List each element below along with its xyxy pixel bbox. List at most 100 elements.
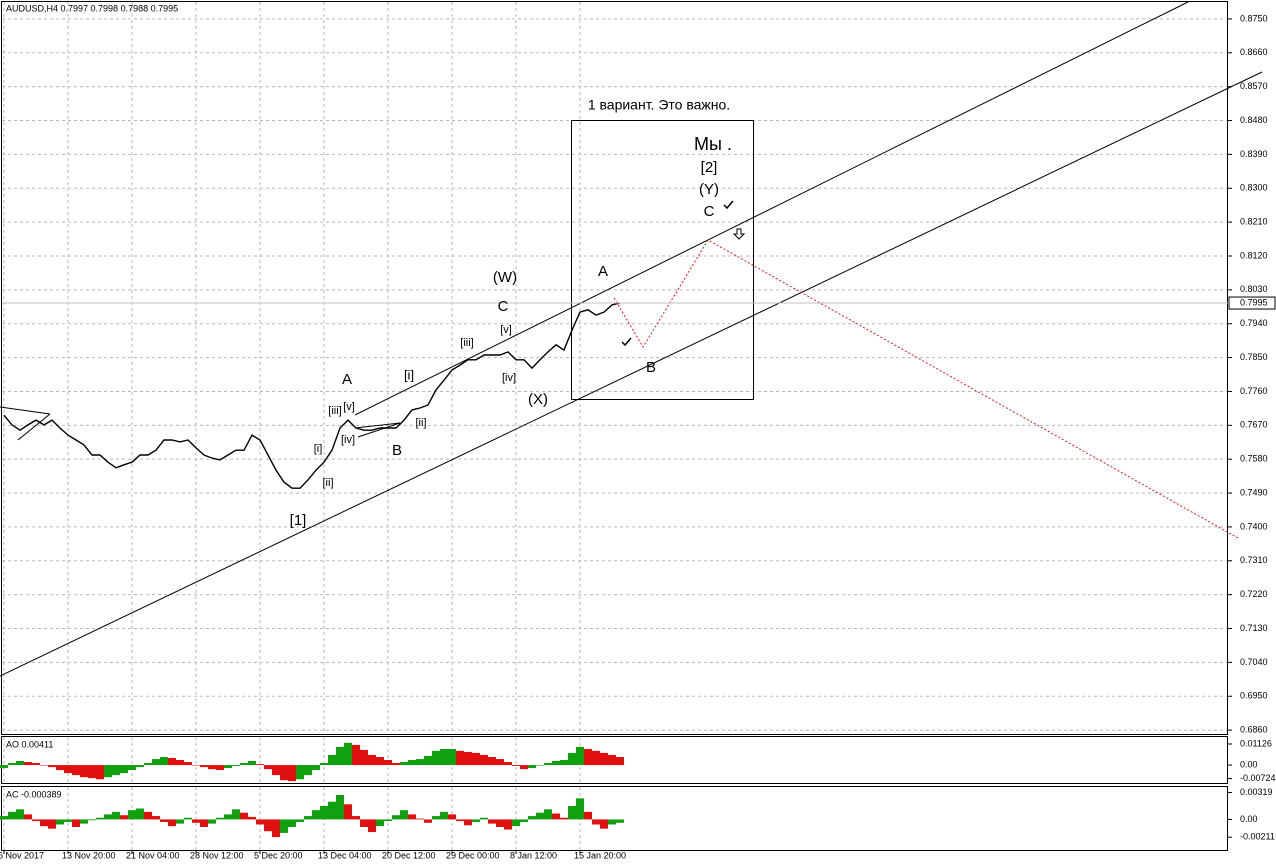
histogram-bar xyxy=(536,765,544,766)
wave-label: [2] xyxy=(701,159,718,176)
y-tick-label: 0.7040 xyxy=(1240,657,1268,667)
histogram-bar xyxy=(400,810,408,820)
y-tick-label: 0.8570 xyxy=(1240,81,1268,91)
histogram-bar xyxy=(272,819,280,838)
histogram-bar xyxy=(184,817,192,820)
histogram-bar xyxy=(320,805,328,820)
histogram-bar xyxy=(8,811,16,820)
x-tick-label: 13 Nov 20:00 xyxy=(62,850,116,860)
histogram-bar xyxy=(240,762,248,766)
histogram-bar xyxy=(8,762,16,766)
histogram-bar xyxy=(288,765,296,782)
histogram-bar xyxy=(80,765,88,778)
histogram-bar xyxy=(360,819,368,828)
wave-label: (W) xyxy=(493,269,517,286)
x-tick-label: 5 Dec 20:00 xyxy=(254,850,303,860)
channel-lower-line xyxy=(0,71,1263,677)
wave-label: C xyxy=(704,203,715,220)
histogram-bar xyxy=(336,795,344,820)
y-tick-label: 0.7580 xyxy=(1240,454,1268,464)
histogram-bar xyxy=(328,801,336,820)
histogram-bar xyxy=(416,818,424,820)
histogram-bar xyxy=(528,765,536,769)
histogram-bar xyxy=(264,765,272,770)
histogram-bar xyxy=(192,765,200,766)
histogram-bar xyxy=(616,819,624,823)
histogram-bar xyxy=(0,765,8,769)
wave-label: (X) xyxy=(528,391,548,408)
histogram-bar xyxy=(136,765,144,768)
histogram-bar xyxy=(224,814,232,820)
triangle-line xyxy=(0,406,51,415)
y-tick-label: 0.8120 xyxy=(1240,250,1268,260)
histogram-bar xyxy=(408,760,416,766)
histogram-bar xyxy=(160,757,168,766)
histogram-bar xyxy=(328,754,336,766)
histogram-bar xyxy=(424,819,432,823)
histogram-bar xyxy=(128,765,136,771)
histogram-bar xyxy=(344,742,352,766)
histogram-bar xyxy=(232,765,240,766)
histogram-bar xyxy=(368,819,376,833)
histogram-bar xyxy=(32,762,40,766)
x-tick-label: 6 Nov 2017 xyxy=(0,850,44,860)
histogram-bar xyxy=(0,816,8,820)
forecast-box xyxy=(571,120,754,400)
histogram-bar xyxy=(40,765,48,766)
main-panel-frame xyxy=(1,1,1228,735)
histogram-bar xyxy=(248,760,256,766)
histogram-bar xyxy=(200,765,208,768)
x-tick-label: 21 Nov 04:00 xyxy=(126,850,180,860)
histogram-bar xyxy=(496,759,504,766)
histogram-bar xyxy=(144,811,152,820)
histogram-bar xyxy=(480,754,488,766)
histogram-bar xyxy=(128,810,136,820)
histogram-bar xyxy=(352,744,360,766)
histogram-bar xyxy=(64,765,72,774)
wave-label: C xyxy=(498,298,509,315)
wave-label: Мы . xyxy=(694,134,732,154)
histogram-bar xyxy=(64,819,72,822)
histogram-bar xyxy=(376,757,384,766)
wave-label: [iv] xyxy=(502,372,516,384)
histogram-bar xyxy=(312,765,320,771)
grid-layer xyxy=(2,2,1228,850)
histogram-bar xyxy=(288,819,296,828)
histogram-bar xyxy=(96,817,104,820)
histogram-bar xyxy=(152,759,160,766)
histogram-bar xyxy=(56,819,64,825)
histogram-bar xyxy=(280,765,288,781)
histogram-bar xyxy=(120,765,128,774)
histogram-bar xyxy=(560,817,568,820)
histogram-bar xyxy=(304,765,312,776)
y-tick-label: 0.00 xyxy=(1240,759,1258,769)
histogram-bar xyxy=(472,752,480,766)
histogram-bar xyxy=(136,808,144,820)
histogram-bar xyxy=(464,819,472,826)
wave-label: A xyxy=(598,263,608,280)
wave-label: [1] xyxy=(290,512,307,529)
triangle-line xyxy=(357,422,401,438)
y-tick-label: 0.7220 xyxy=(1240,589,1268,599)
histogram-bar xyxy=(600,752,608,766)
ao-panel-frame xyxy=(1,736,1228,784)
histogram-bar xyxy=(256,764,264,766)
triangle-line xyxy=(354,422,401,429)
histogram-bar xyxy=(512,765,520,766)
histogram-bar xyxy=(424,755,432,766)
histogram-bar xyxy=(584,811,592,820)
y-tick-label: 0.7670 xyxy=(1240,420,1268,430)
histogram-bar xyxy=(80,819,88,824)
histogram-bar xyxy=(168,819,176,827)
histogram-bar xyxy=(496,819,504,828)
wave-label: [i] xyxy=(314,443,323,455)
histogram-bar xyxy=(440,811,448,820)
histogram-bar xyxy=(216,817,224,820)
histogram-bar xyxy=(48,819,56,829)
wave-label: 1 вариант. Это важно. xyxy=(588,97,730,113)
ao-title: AO 0.00411 xyxy=(6,739,53,749)
wave-label: A xyxy=(342,371,352,388)
wave-label: [iv] xyxy=(341,434,355,446)
histogram-bar xyxy=(480,817,488,820)
histogram-bar xyxy=(520,819,528,822)
